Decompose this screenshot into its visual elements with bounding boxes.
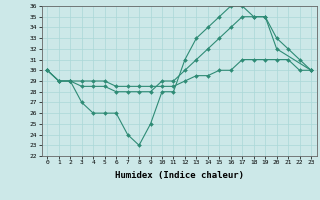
X-axis label: Humidex (Indice chaleur): Humidex (Indice chaleur) xyxy=(115,171,244,180)
